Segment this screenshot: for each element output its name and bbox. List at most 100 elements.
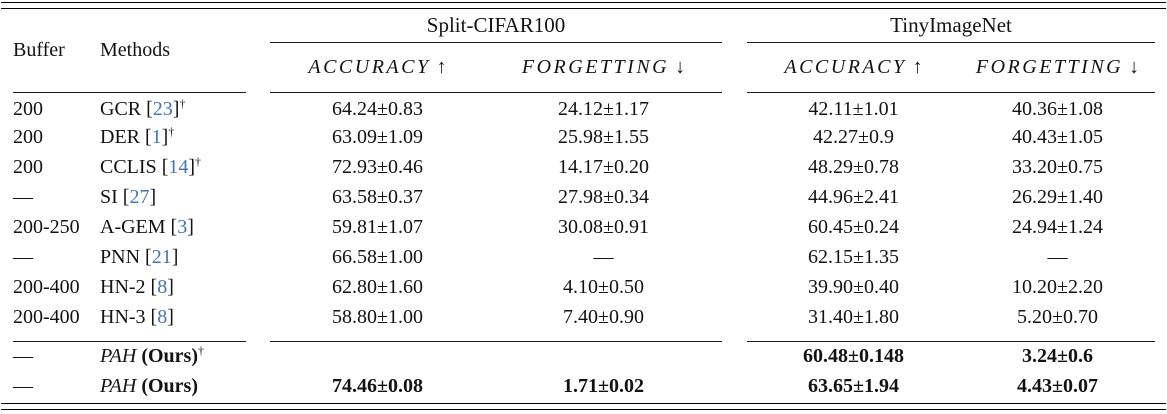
method-name: GCR [100, 97, 142, 120]
method-name: PAH [100, 345, 137, 368]
metric-label: ACCURACY [784, 55, 907, 78]
metric-value-cell: 42.11±1.01 [808, 97, 899, 120]
method-name: CCLIS [100, 156, 157, 178]
column-gap [246, 302, 270, 332]
metric-value-cell [485, 341, 722, 371]
baseline-rows: 200 GCR [23]† 64.24±0.83 24.12±1.17 42.11±1.… [13, 92, 1155, 332]
metric-value-cell: 60.48±0.148 [803, 345, 904, 368]
buffer-cell: 200-400 [13, 306, 80, 328]
column-gap [722, 122, 747, 152]
col-header-buffer: Buffer [13, 9, 100, 93]
metric-label: ACCURACY [308, 55, 431, 78]
column-gap [246, 9, 270, 92]
column-gap [722, 9, 747, 92]
metric-value-cell: 25.98±1.55 [558, 126, 649, 148]
column-gap [722, 371, 747, 401]
metric-value-cell: 59.81±1.07 [332, 216, 423, 238]
citation-link[interactable]: 8 [157, 276, 168, 298]
column-gap [246, 371, 270, 401]
method-name: SI [100, 186, 118, 208]
citation-link[interactable]: 14 [168, 156, 189, 178]
metric-value-cell: 10.20±2.20 [1012, 276, 1103, 298]
table-row: — SI [27] 63.58±0.37 27.98±0.34 44.96±2.41 26… [13, 182, 1155, 212]
column-gap [246, 92, 270, 122]
metric-value-cell: 1.71±0.02 [563, 375, 644, 397]
column-gap [722, 341, 747, 371]
method-name: PAH [100, 375, 137, 397]
metric-value-cell: 62.15±1.35 [808, 246, 899, 268]
column-gap [722, 212, 747, 242]
results-table: Buffer Methods Split-CIFAR100 TinyImageN… [13, 9, 1155, 401]
citation-link[interactable]: 27 [129, 186, 150, 208]
method-cell: HN-2 [8] [100, 276, 174, 298]
metric-value-cell: 63.58±0.37 [332, 186, 423, 208]
bottom-double-rule [1, 403, 1166, 410]
method-cell: GCR [23]† [100, 96, 186, 120]
metric-value-cell: — [593, 246, 614, 268]
metric-value-cell: 7.40±0.90 [563, 306, 644, 328]
metric-value-cell: 63.65±1.94 [808, 375, 899, 397]
up-arrow-icon: ↑ [912, 55, 923, 78]
metric-value-cell: 24.94±1.24 [1012, 216, 1103, 238]
buffer-cell: 200 [13, 126, 43, 148]
method-cell: PNN [21] [100, 246, 179, 268]
dagger-mark: † [168, 124, 175, 139]
buffer-cell: 200 [13, 97, 43, 120]
col-header-methods: Methods [100, 9, 246, 93]
table-header: Buffer Methods Split-CIFAR100 TinyImageN… [13, 9, 1155, 93]
method-name: HN-3 [100, 306, 146, 328]
column-gap [246, 272, 270, 302]
metric-value-cell: 64.24±0.83 [332, 97, 423, 120]
ours-rows: — PAH (Ours)† 60.48±0.148 3.24±0.6— PAH (Our… [13, 341, 1155, 401]
buffer-cell: 200-400 [13, 276, 80, 298]
col-header-tiny-forgetting: FORGETTING ↓ [960, 42, 1155, 93]
metric-value-cell: 63.09±1.09 [332, 126, 423, 148]
metric-value-cell: 62.80±1.60 [332, 276, 423, 298]
section-divider [13, 332, 1155, 342]
rule-segment [747, 332, 1155, 342]
metric-value-cell: 30.08±0.91 [558, 216, 649, 238]
rule-segment [13, 332, 246, 342]
metric-value-cell: 33.20±0.75 [1012, 156, 1103, 178]
metric-value-cell: 44.96±2.41 [808, 186, 899, 208]
column-gap [246, 152, 270, 182]
method-cell: PAH (Ours) [100, 371, 246, 401]
metric-value-cell: 26.29±1.40 [1012, 186, 1103, 208]
ours-label: (Ours) [141, 345, 198, 368]
metric-value-cell: 27.98±0.34 [558, 186, 649, 208]
metric-value-cell: 4.43±0.07 [1017, 375, 1098, 397]
down-arrow-icon: ↓ [1129, 55, 1140, 78]
citation-link[interactable]: 1 [151, 126, 162, 148]
metric-value-cell: 40.36±1.08 [1012, 97, 1103, 120]
column-gap [722, 92, 747, 122]
citation-link[interactable]: 23 [152, 97, 173, 120]
table-row: 200 GCR [23]† 64.24±0.83 24.12±1.17 42.11±1.… [13, 92, 1155, 122]
table-row: 200-400 HN-3 [8] 58.80±1.00 7.40±0.90 31.40±… [13, 302, 1155, 332]
top-double-rule [1, 2, 1166, 9]
up-arrow-icon: ↑ [436, 55, 447, 78]
col-header-cifar-forgetting: FORGETTING ↓ [485, 42, 722, 93]
rule-segment [270, 332, 722, 342]
metric-value-cell: 3.24±0.6 [1022, 345, 1093, 368]
citation-link[interactable]: 8 [157, 306, 168, 328]
table-row: 200-250 A-GEM [3] 59.81±1.07 30.08±0.91 60.4… [13, 212, 1155, 242]
buffer-cell: — [13, 186, 33, 208]
metric-value-cell: 24.12±1.17 [558, 97, 649, 120]
metric-value-cell: 40.43±1.05 [1012, 126, 1103, 148]
dagger-mark: † [197, 343, 204, 358]
metric-header-row: ACCURACY ↑ FORGETTING ↓ ACCURACY ↑ FORGETTI… [13, 42, 1155, 93]
method-name: PNN [100, 246, 141, 268]
section-divider-rule [13, 332, 1155, 342]
citation-link[interactable]: 21 [151, 246, 172, 268]
method-name: A-GEM [100, 216, 166, 238]
table-row: — PAH (Ours) 74.46±0.08 1.71±0.02 63.65±1.94… [13, 371, 1155, 401]
metric-value-cell: 48.29±0.78 [808, 156, 899, 178]
metric-value-cell: 14.17±0.20 [558, 156, 649, 178]
ours-label: (Ours) [141, 375, 198, 397]
buffer-cell: — [13, 375, 33, 397]
table-row: 200 CCLIS [14]† 72.93±0.46 14.17±0.20 48.29±… [13, 152, 1155, 182]
citation-link[interactable]: 3 [177, 216, 188, 238]
metric-value-cell: 60.45±0.24 [808, 216, 899, 238]
down-arrow-icon: ↓ [675, 55, 686, 78]
